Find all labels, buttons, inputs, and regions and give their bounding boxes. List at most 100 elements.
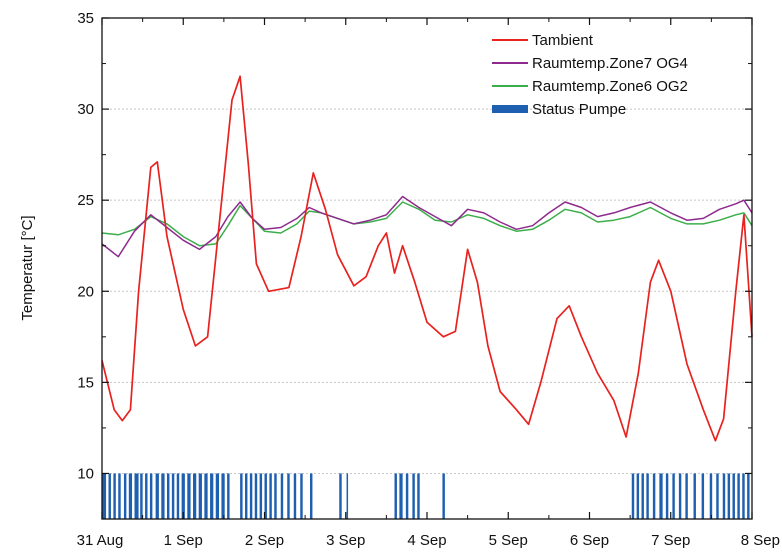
pump-status-bar bbox=[678, 473, 682, 519]
pump-status-bar bbox=[254, 473, 258, 519]
legend-item: Status Pumpe bbox=[492, 101, 626, 118]
pump-status-bar bbox=[227, 473, 230, 519]
pump-status-bar bbox=[442, 473, 445, 519]
legend-label: Raumtemp.Zone7 OG4 bbox=[532, 55, 688, 72]
pump-status-bar bbox=[701, 473, 705, 519]
pump-status-bar bbox=[646, 473, 649, 519]
pump-status-bar bbox=[659, 473, 663, 519]
x-tick-labels: 31 Aug 1 Sep 2 Sep 3 Sep 4 Sep 5 Sep 6 Sep 7 Se… bbox=[77, 532, 780, 549]
y-tick-label: 35 bbox=[77, 10, 94, 27]
series-line-raumtemp-zone7-og4 bbox=[101, 195, 753, 258]
pump-status-bar bbox=[346, 473, 349, 519]
pump-status-bar bbox=[394, 473, 397, 519]
pump-status-bar bbox=[641, 473, 644, 519]
x-tick-label: 31 Aug bbox=[77, 532, 124, 549]
pump-status-bar bbox=[128, 473, 133, 519]
pump-status-bar bbox=[405, 473, 409, 519]
legend-label: Tambient bbox=[532, 32, 594, 49]
pump-status-bar bbox=[293, 473, 297, 519]
pump-status-bar bbox=[176, 473, 180, 519]
pump-status-bar bbox=[274, 473, 277, 519]
x-tick-label: 4 Sep bbox=[407, 532, 446, 549]
pump-status-bar bbox=[310, 473, 313, 519]
legend-label: Raumtemp.Zone6 OG2 bbox=[532, 78, 688, 95]
pump-status-bar bbox=[149, 473, 153, 519]
legend-swatch bbox=[492, 105, 528, 113]
pump-status-bar bbox=[665, 473, 669, 519]
y-tick-label: 20 bbox=[77, 283, 94, 300]
pump-status-bar bbox=[399, 473, 403, 519]
pump-status-bar bbox=[280, 473, 284, 519]
x-tick-label: 2 Sep bbox=[245, 532, 284, 549]
pump-status-bar bbox=[210, 473, 214, 519]
y-tick-labels: 10 15 20 25 30 35 bbox=[77, 10, 94, 482]
temperature-series bbox=[101, 75, 753, 442]
pump-status-bar bbox=[287, 473, 290, 519]
series-line-tambient bbox=[101, 75, 753, 442]
pump-status-bar bbox=[187, 473, 191, 519]
legend-item: Raumtemp.Zone7 OG4 bbox=[492, 55, 688, 72]
y-tick-label: 30 bbox=[77, 101, 94, 118]
pump-status-bar bbox=[171, 473, 175, 519]
pump-status-bar bbox=[181, 473, 185, 519]
legend: Tambient Raumtemp.Zone7 OG4 Raumtemp.Zone6… bbox=[492, 32, 688, 118]
y-tick-label: 25 bbox=[77, 192, 94, 209]
pump-status-bar bbox=[716, 473, 719, 519]
x-tick-label: 3 Sep bbox=[326, 532, 365, 549]
pump-status-bar bbox=[264, 473, 267, 519]
pump-status-bar bbox=[269, 473, 272, 519]
pump-status-bar bbox=[249, 473, 253, 519]
y-axis-title: Temperatur [°C] bbox=[19, 215, 36, 320]
pump-status-bar bbox=[339, 473, 342, 519]
pump-status-bar bbox=[737, 473, 740, 519]
status-pumpe-series bbox=[102, 473, 750, 519]
pump-status-bar bbox=[167, 473, 170, 519]
pump-status-bar bbox=[108, 473, 111, 519]
pump-status-bar bbox=[709, 473, 713, 519]
x-tick-label: 6 Sep bbox=[570, 532, 609, 549]
legend-label: Status Pumpe bbox=[532, 101, 626, 118]
pump-status-bar bbox=[747, 473, 750, 519]
x-tick-label: 5 Sep bbox=[489, 532, 528, 549]
pump-status-bar bbox=[636, 473, 640, 519]
pump-status-bar bbox=[412, 473, 415, 519]
pump-status-bar bbox=[193, 473, 197, 519]
pump-status-bar bbox=[672, 473, 675, 519]
pump-status-bar bbox=[102, 473, 107, 519]
y-tick-label: 10 bbox=[77, 465, 94, 482]
pump-status-bar bbox=[118, 473, 121, 519]
pump-status-bar bbox=[221, 473, 225, 519]
pump-status-bar bbox=[631, 473, 635, 519]
series-line-raumtemp-zone6-og2 bbox=[101, 201, 753, 247]
pump-status-bar bbox=[245, 473, 248, 519]
pump-status-bar bbox=[727, 473, 731, 519]
legend-item: Raumtemp.Zone6 OG2 bbox=[492, 78, 688, 95]
axis-ticks bbox=[101, 17, 753, 519]
legend-item: Tambient bbox=[492, 32, 594, 49]
pump-status-bar bbox=[198, 473, 202, 519]
pump-status-bar bbox=[417, 473, 420, 519]
y-tick-label: 15 bbox=[77, 374, 94, 391]
pump-status-bar bbox=[155, 473, 159, 519]
pump-status-bar bbox=[204, 473, 208, 519]
grid-lines bbox=[102, 108, 752, 474]
pump-status-bar bbox=[140, 473, 143, 519]
x-tick-label: 8 Sep bbox=[741, 532, 780, 549]
pump-status-bar bbox=[300, 473, 303, 519]
pump-status-bar bbox=[652, 473, 656, 519]
pump-status-bar bbox=[161, 473, 165, 519]
x-tick-label: 1 Sep bbox=[164, 532, 203, 549]
pump-status-bar bbox=[742, 473, 745, 519]
pump-status-bar bbox=[134, 473, 139, 519]
pump-status-bar bbox=[722, 473, 726, 519]
pump-status-bar bbox=[123, 473, 127, 519]
pump-status-bar bbox=[732, 473, 735, 519]
pump-status-bar bbox=[145, 473, 148, 519]
pump-status-bar bbox=[685, 473, 688, 519]
x-tick-label: 7 Sep bbox=[651, 532, 690, 549]
pump-status-bar bbox=[259, 473, 263, 519]
pump-status-bar bbox=[693, 473, 696, 519]
pump-status-bar bbox=[113, 473, 116, 519]
pump-status-bar bbox=[215, 473, 219, 519]
